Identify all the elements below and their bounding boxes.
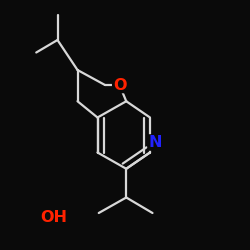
Text: N: N	[148, 135, 162, 150]
Text: OH: OH	[40, 210, 67, 225]
Text: O: O	[113, 78, 126, 92]
